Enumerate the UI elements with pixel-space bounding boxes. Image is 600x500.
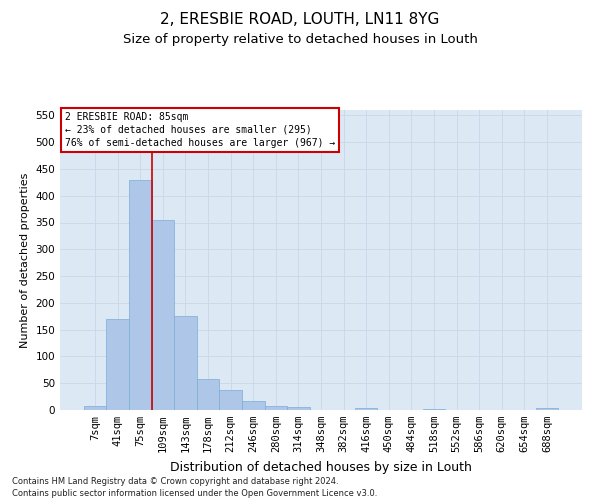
Bar bbox=[174, 316, 197, 410]
Text: Contains HM Land Registry data © Crown copyright and database right 2024.
Contai: Contains HM Land Registry data © Crown c… bbox=[12, 476, 377, 498]
Bar bbox=[197, 380, 220, 410]
Bar bbox=[287, 408, 310, 410]
Bar bbox=[242, 401, 265, 410]
Bar bbox=[536, 408, 558, 410]
Bar bbox=[129, 180, 152, 410]
Bar bbox=[422, 409, 445, 410]
Y-axis label: Number of detached properties: Number of detached properties bbox=[20, 172, 30, 348]
X-axis label: Distribution of detached houses by size in Louth: Distribution of detached houses by size … bbox=[170, 460, 472, 473]
Text: Size of property relative to detached houses in Louth: Size of property relative to detached ho… bbox=[122, 32, 478, 46]
Bar bbox=[355, 408, 377, 410]
Bar bbox=[106, 319, 129, 410]
Text: 2 ERESBIE ROAD: 85sqm
← 23% of detached houses are smaller (295)
76% of semi-det: 2 ERESBIE ROAD: 85sqm ← 23% of detached … bbox=[65, 112, 335, 148]
Bar bbox=[152, 220, 174, 410]
Bar bbox=[84, 406, 106, 410]
Bar bbox=[265, 406, 287, 410]
Text: 2, ERESBIE ROAD, LOUTH, LN11 8YG: 2, ERESBIE ROAD, LOUTH, LN11 8YG bbox=[160, 12, 440, 28]
Bar bbox=[220, 390, 242, 410]
